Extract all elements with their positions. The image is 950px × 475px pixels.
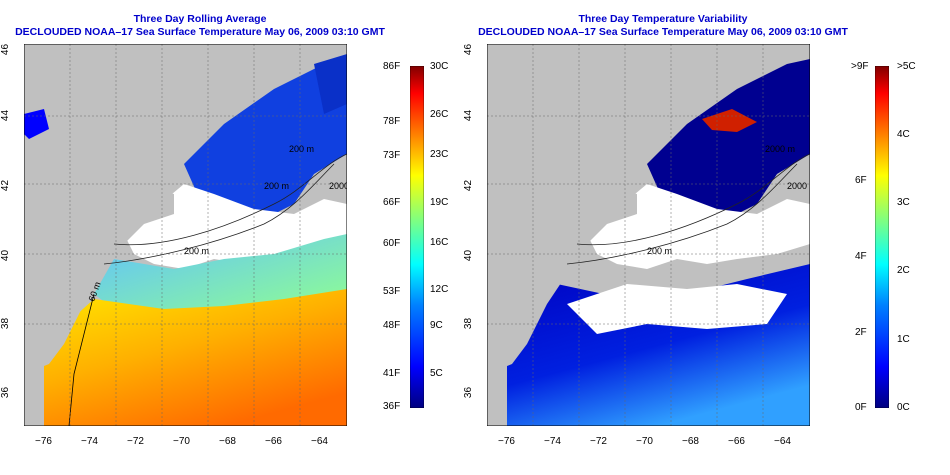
shelf-cool-water [94, 234, 347, 314]
y-tick: 36 [0, 386, 12, 399]
x-tick: −64 [311, 436, 328, 447]
cb-label: 66F [383, 197, 401, 208]
y-tick: 38 [463, 317, 475, 330]
cloud-area [124, 184, 347, 269]
y-tick: 38 [0, 317, 12, 330]
cb-label: 78F [383, 116, 401, 127]
y-tick: 46 [0, 43, 12, 56]
y-tick: 42 [0, 179, 12, 192]
cb-label: 4C [897, 129, 910, 140]
isobath-2000 [576, 153, 810, 246]
cb-label: 53F [383, 286, 401, 297]
northeast-patch [24, 109, 49, 139]
y-tick: 42 [463, 179, 475, 192]
cb-label: 30C [430, 61, 449, 72]
cb-label: 0C [897, 402, 910, 413]
cb-label: 5C [430, 368, 443, 379]
x-tick: −74 [544, 436, 561, 447]
temperature-colorbar [410, 66, 424, 408]
x-tick: −70 [636, 436, 653, 447]
cb-label: >9F [851, 61, 869, 72]
cb-label: 4F [855, 251, 867, 262]
warm-ocean [44, 289, 347, 426]
contour-label-200m-b: 200 m [264, 181, 289, 191]
cb-label: 12C [430, 284, 449, 295]
cb-label: 3C [897, 197, 910, 208]
cb-label: 23C [430, 149, 449, 160]
cb-label: 41F [383, 368, 401, 379]
cb-label: 2C [897, 265, 910, 276]
contour-label-2000m-b: 2000 m [787, 181, 810, 191]
sst-average-map: 200 m 2000 m 200 m 200 m 60 m [24, 44, 347, 426]
sst-variability-map: 2000 m 200 m 2000 m [487, 44, 810, 426]
contour-label-2000m: 2000 m [329, 181, 347, 191]
panel2-title-line2: DECLOUDED NOAA–17 Sea Surface Temperatur… [478, 26, 848, 38]
x-tick: −72 [127, 436, 144, 447]
cloud-area [587, 184, 810, 269]
x-tick: −76 [35, 436, 52, 447]
y-tick: 40 [463, 249, 475, 262]
cb-label: >5C [897, 61, 916, 72]
panel1-title: Three Day Rolling Average DECLOUDED NOAA… [0, 13, 400, 39]
isobath-200 [103, 163, 335, 265]
cb-label: 2F [855, 327, 867, 338]
y-tick: 44 [0, 109, 12, 122]
y-tick: 36 [463, 386, 475, 399]
coast-land [24, 144, 174, 374]
contour-label-200m: 200 m [647, 246, 672, 256]
variability-hotspot [702, 109, 757, 132]
cb-label: 26C [430, 109, 449, 120]
cb-label: 36F [383, 401, 401, 412]
panel1-title-line1: Three Day Rolling Average [133, 13, 267, 25]
cb-label: 48F [383, 320, 401, 331]
cb-label: 16C [430, 237, 449, 248]
cb-label: 0F [855, 402, 867, 413]
contour-label-2000m-a: 2000 m [765, 144, 795, 154]
cb-label: 86F [383, 61, 401, 72]
coast-land [487, 144, 637, 374]
contour-label-200m-a: 200 m [289, 144, 314, 154]
cb-label: 9C [430, 320, 443, 331]
variability-colorbar [875, 66, 889, 408]
y-tick: 40 [0, 249, 12, 262]
x-tick: −72 [590, 436, 607, 447]
x-tick: −66 [728, 436, 745, 447]
isobath-2000 [113, 153, 347, 246]
x-tick: −68 [219, 436, 236, 447]
x-tick: −70 [173, 436, 190, 447]
x-tick: −66 [265, 436, 282, 447]
panel2-title: Three Day Temperature Variability DECLOU… [463, 13, 863, 39]
grid-lines [24, 44, 347, 426]
y-tick: 46 [463, 43, 475, 56]
y-tick: 44 [463, 109, 475, 122]
x-tick: −76 [498, 436, 515, 447]
shelf-clouds [567, 284, 787, 334]
contour-label-200m-c: 200 m [184, 246, 209, 256]
panel2-title-line1: Three Day Temperature Variability [578, 13, 748, 25]
x-tick: −68 [682, 436, 699, 447]
isobath-200 [566, 163, 798, 265]
gulf-of-maine-water [647, 59, 810, 219]
grid-lines [487, 44, 810, 426]
cb-label: 60F [383, 238, 401, 249]
scotian-water [314, 54, 347, 114]
x-tick: −74 [81, 436, 98, 447]
cb-label: 19C [430, 197, 449, 208]
isobath-60 [68, 293, 95, 426]
gulf-of-maine-water [184, 59, 347, 219]
cb-label: 1C [897, 334, 910, 345]
x-tick: −64 [774, 436, 791, 447]
cb-label: 73F [383, 150, 401, 161]
cb-label: 6F [855, 175, 867, 186]
panel1-title-line2: DECLOUDED NOAA–17 Sea Surface Temperatur… [15, 26, 385, 38]
